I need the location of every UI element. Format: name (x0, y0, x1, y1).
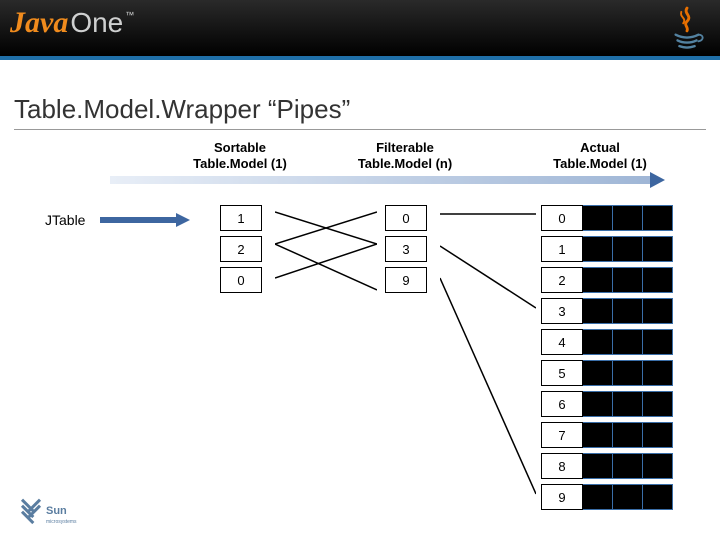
sortable-cell: 0 (220, 267, 262, 293)
actual-data-cell (613, 298, 643, 324)
actual-cell: 7 (541, 422, 583, 448)
sortable-cell: 1 (220, 205, 262, 231)
col-label-filterable: Filterable Table.Model (n) (335, 140, 475, 173)
actual-data-cell (643, 484, 673, 510)
actual-data-cell (613, 205, 643, 231)
filterable-actual-map-lines (440, 202, 536, 512)
filterable-cell: 0 (385, 205, 427, 231)
actual-data-cell (643, 422, 673, 448)
actual-cell: 8 (541, 453, 583, 479)
actual-data-cell (583, 453, 613, 479)
actual-cell: 3 (541, 298, 583, 324)
actual-data-cell (613, 329, 643, 355)
logo-one: One (70, 7, 123, 39)
diagram-stage: Sortable Table.Model (1) Filterable Tabl… (0, 130, 720, 530)
col-label-filterable-line1: Filterable (335, 140, 475, 156)
actual-data-cell (583, 360, 613, 386)
actual-data-cell (613, 422, 643, 448)
actual-data-cell (583, 484, 613, 510)
col-label-filterable-line2: Table.Model (n) (335, 156, 475, 172)
actual-cell: 9 (541, 484, 583, 510)
java-steam-icon (668, 6, 706, 52)
col-label-sortable-line1: Sortable (170, 140, 310, 156)
actual-data-cell (643, 329, 673, 355)
actual-data-cell (583, 329, 613, 355)
actual-data-cell (643, 205, 673, 231)
col-label-actual-line2: Table.Model (1) (520, 156, 680, 172)
sortable-cell: 2 (220, 236, 262, 262)
actual-data-cell (583, 391, 613, 417)
actual-data-cell (613, 236, 643, 262)
logo-java: Java (10, 6, 68, 40)
actual-data-cell (613, 267, 643, 293)
col-label-sortable-line2: Table.Model (1) (170, 156, 310, 172)
actual-data-cell (643, 236, 673, 262)
actual-data-cell (583, 236, 613, 262)
jtable-arrow (100, 213, 190, 227)
actual-cell: 0 (541, 205, 583, 231)
actual-data-cell (643, 298, 673, 324)
actual-data-cell (643, 391, 673, 417)
filterable-cell: 3 (385, 236, 427, 262)
actual-data-cell (613, 360, 643, 386)
col-label-actual-line1: Actual (520, 140, 680, 156)
actual-cell: 5 (541, 360, 583, 386)
col-label-sortable: Sortable Table.Model (1) (170, 140, 310, 173)
actual-data-cell (613, 391, 643, 417)
header-bar: Java One ™ (0, 0, 720, 60)
logo-tm: ™ (125, 10, 134, 20)
actual-data-cell (643, 453, 673, 479)
actual-cell: 4 (541, 329, 583, 355)
pipe-arrow (110, 172, 665, 188)
actual-cell: 2 (541, 267, 583, 293)
sun-logo-icon: Sun microsystems (18, 498, 78, 528)
slide-title: Table.Model.Wrapper “Pipes” (14, 94, 706, 130)
filterable-cell: 9 (385, 267, 427, 293)
actual-data-cell (643, 360, 673, 386)
actual-data-cell (613, 453, 643, 479)
actual-data-cell (583, 205, 613, 231)
jtable-label: JTable (45, 212, 85, 228)
actual-data-cell (613, 484, 643, 510)
actual-cell: 6 (541, 391, 583, 417)
actual-cell: 1 (541, 236, 583, 262)
javaone-logo: Java One ™ (10, 6, 134, 40)
actual-data-cell (583, 422, 613, 448)
col-label-actual: Actual Table.Model (1) (520, 140, 680, 173)
actual-data-cell (583, 298, 613, 324)
actual-data-cell (643, 267, 673, 293)
svg-text:microsystems: microsystems (46, 519, 77, 525)
actual-data-cell (583, 267, 613, 293)
sortable-filterable-map-lines (275, 202, 377, 298)
sun-logo-text: Sun (46, 505, 67, 517)
